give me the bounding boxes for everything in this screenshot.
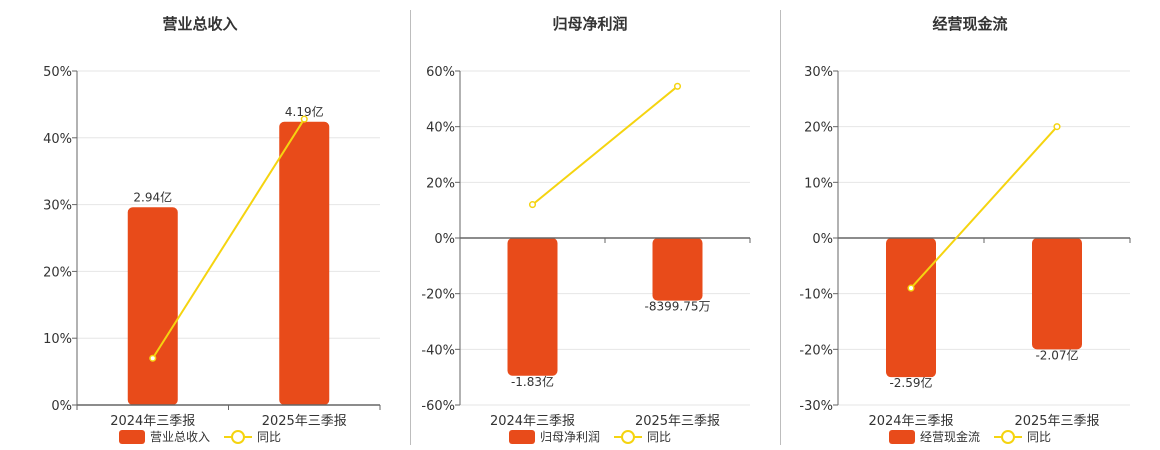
bar — [1032, 238, 1082, 350]
bar — [652, 238, 703, 301]
net-profit-chart: -60% -40% -20% 0% 20% 40% 60% -1.83亿 -8399.75万 20… — [421, 65, 751, 429]
x-tick-label: 2025年三季报 — [635, 414, 720, 429]
legend-bar-label: 营业总收入 — [149, 430, 210, 444]
yoy-line — [910, 125, 1058, 289]
chart-title: 归母净利润 — [552, 15, 628, 33]
legend-line-label: 同比 — [647, 430, 672, 444]
y-tick-label: -10% — [799, 288, 833, 303]
panel-divider — [410, 10, 411, 445]
bar-data-label: 4.19亿 — [285, 104, 324, 119]
yoy-point — [149, 354, 157, 362]
y-tick-label: -20% — [799, 343, 833, 358]
bar — [886, 238, 936, 378]
bar-data-label: -1.83亿 — [511, 374, 554, 389]
revenue-chart-panel: 营业总收入 0% 10% 20% 30% 40% 50% 2.94亿 4.19亿 2024年三季… — [0, 0, 400, 450]
panel-divider — [780, 10, 781, 445]
x-tick-label: 2025年三季报 — [262, 414, 347, 429]
bar — [127, 207, 178, 405]
x-tick-label: 2024年三季报 — [110, 414, 195, 429]
yoy-point — [528, 201, 537, 209]
legend-line-label: 同比 — [257, 430, 282, 444]
x-tick-label: 2024年三季报 — [490, 414, 575, 429]
legend-bar-label: 经营现金流 — [919, 430, 980, 444]
chart-legend: 营业总收入 同比 — [0, 428, 400, 445]
y-tick-label: -20% — [421, 288, 455, 303]
yoy-line — [151, 118, 306, 359]
y-tick-label: 40% — [426, 121, 455, 136]
cash-flow-chart-panel: 经营现金流 -30% -20% -10% 0% 10% 20% 30% -2.59亿 -2.07… — [780, 0, 1160, 450]
y-tick-label: 40% — [43, 132, 72, 147]
y-tick-label: 0% — [812, 232, 833, 247]
legend-bar-swatch — [888, 429, 915, 444]
legend-bar-swatch — [508, 429, 535, 444]
legend-bar-swatch — [118, 429, 145, 444]
x-tick-label: 2024年三季报 — [868, 414, 953, 429]
chart-title: 营业总收入 — [162, 15, 238, 33]
yoy-line — [531, 85, 679, 206]
y-tick-label: 20% — [43, 265, 72, 280]
legend-line-swatch — [614, 429, 642, 444]
legend-line-swatch — [994, 429, 1022, 444]
yoy-point — [907, 284, 915, 292]
y-tick-label: -40% — [421, 343, 455, 358]
bar — [507, 238, 558, 376]
y-tick-label: 60% — [426, 65, 455, 80]
y-tick-label: 20% — [426, 176, 455, 191]
y-tick-label: -30% — [799, 399, 833, 414]
bar-data-label: 2.94亿 — [133, 189, 172, 204]
yoy-point — [673, 82, 682, 90]
legend-line-swatch — [224, 429, 252, 444]
y-tick-label: 30% — [804, 65, 833, 80]
x-tick-label: 2025年三季报 — [1014, 414, 1099, 429]
bar-data-label: -8399.75万 — [645, 300, 711, 314]
bar-data-label: -2.07亿 — [1035, 347, 1078, 362]
y-tick-label: -60% — [421, 399, 455, 414]
y-tick-label: 10% — [43, 332, 72, 347]
y-tick-label: 10% — [804, 176, 833, 191]
chart-title: 经营现金流 — [932, 15, 1008, 33]
legend-line-label: 同比 — [1027, 430, 1052, 444]
legend-bar-label: 归母净利润 — [539, 430, 600, 444]
bar — [279, 121, 330, 405]
cash-flow-chart: -30% -20% -10% 0% 10% 20% 30% -2.59亿 -2.07亿 2024年… — [799, 65, 1131, 429]
y-tick-label: 50% — [43, 65, 72, 80]
y-tick-label: 0% — [434, 232, 455, 247]
chart-legend: 经营现金流 同比 — [780, 428, 1160, 445]
y-tick-label: 0% — [51, 399, 72, 414]
revenue-chart: 0% 10% 20% 30% 40% 50% 2.94亿 4.19亿 2024年三季报 2025年… — [43, 65, 381, 429]
y-tick-label: 20% — [804, 121, 833, 136]
yoy-point — [300, 115, 308, 123]
bar-data-label: -2.59亿 — [889, 375, 932, 390]
yoy-point — [1053, 123, 1061, 131]
chart-legend: 归母净利润 同比 — [400, 428, 780, 445]
y-tick-label: 30% — [43, 199, 72, 214]
net-profit-chart-panel: 归母净利润 -60% -40% -20% 0% 20% 40% 60% -1.83亿 -8399… — [400, 0, 780, 450]
